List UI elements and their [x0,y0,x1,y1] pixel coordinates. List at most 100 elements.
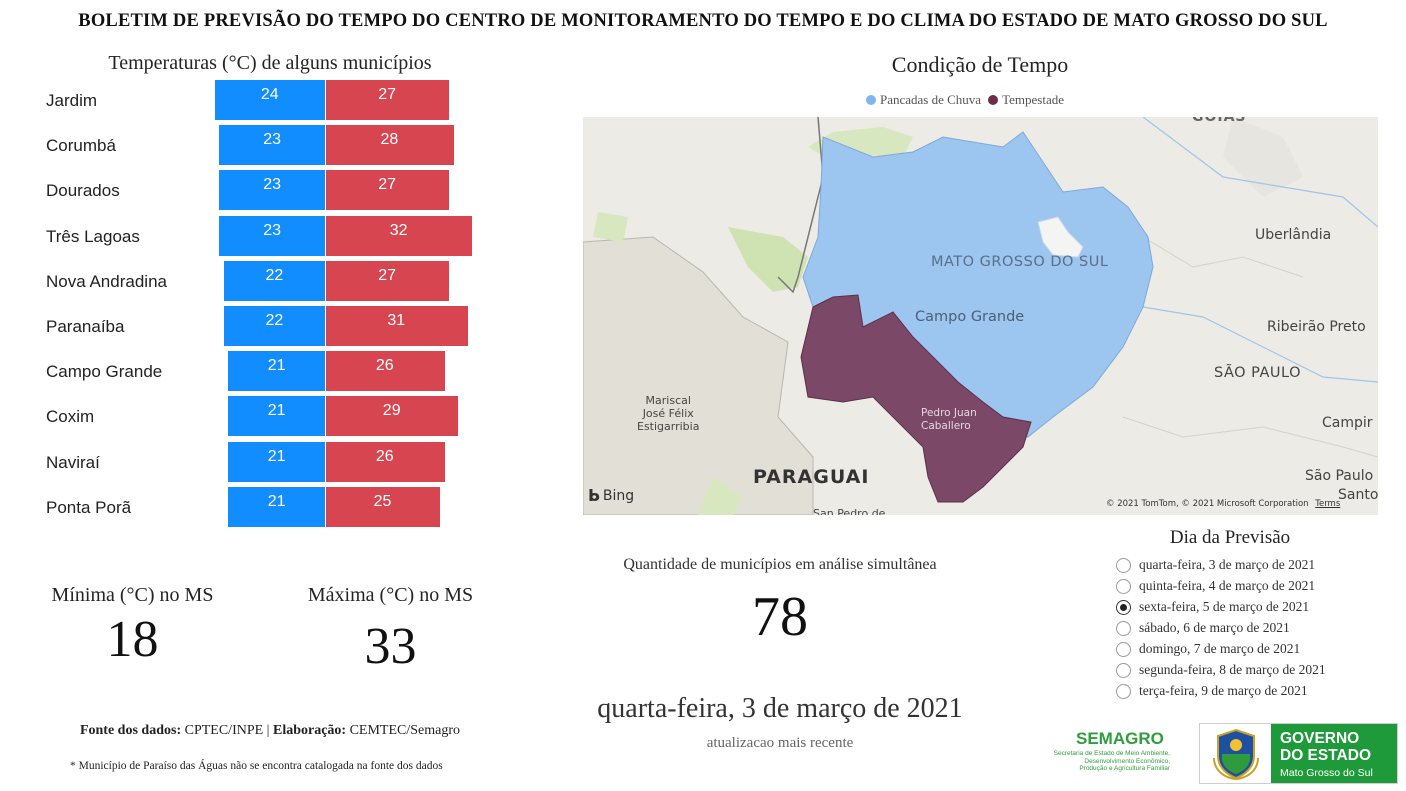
terms-link[interactable]: Terms [1315,499,1341,509]
elaboration-value: CEMTEC/Semagro [346,723,461,738]
radio-button[interactable] [1116,662,1131,678]
max-temp-bar[interactable]: 26 [325,441,445,482]
max-temp-bar[interactable]: 27 [325,260,450,301]
park-area-3 [593,212,628,242]
map-label-paraguai: PARAGUAI [753,466,870,488]
park-area-1 [728,227,808,292]
min-temp-bar[interactable]: 22 [223,260,325,301]
max-temp-bar[interactable]: 26 [325,351,445,392]
max-temp-label: 25 [373,492,392,510]
max-temp-label: 28 [380,131,399,149]
government-text-block: GOVERNO DO ESTADO Mato Grosso do Sul [1271,724,1397,783]
map-label-ms: MATO GROSSO DO SUL [931,254,1109,270]
forecast-day-option[interactable]: segunda-feira, 8 de março de 2021 [1116,662,1326,678]
min-temp-bar[interactable]: 23 [219,170,325,211]
border-line [777,117,824,294]
gov-line-1: GOVERNO [1280,730,1360,747]
legend-label-storm: Tempestade [1002,92,1064,107]
semagro-description-line: Secretaria de Estado de Meio Ambiente, [1053,750,1170,757]
update-label: atualizacao mais recente [706,735,854,751]
city-label: Dourados [46,181,120,201]
count-title: Quantidade de municípios em análise simu… [623,556,937,573]
max-temp-bar[interactable]: 29 [325,396,459,437]
forecast-day-label: terça-feira, 9 de março de 2021 [1139,683,1308,698]
map-legend: Pancadas de Chuva Tempestade [866,92,1064,108]
radio-button[interactable] [1116,578,1131,594]
forecast-day-option[interactable]: terça-feira, 9 de março de 2021 [1116,683,1308,699]
min-temp-label: 22 [265,312,284,329]
max-temp-label: 26 [375,447,394,465]
footnote: * Município de Paraíso das Águas não se … [70,760,443,772]
min-temp-title: Mínima (°C) no MS [51,584,214,606]
region-storm [800,294,1032,503]
semagro-logo: SEMAGRO Secretaria de Estado de Meio Amb… [1038,728,1178,778]
legend-dot-storm [988,95,999,105]
weather-map[interactable]: GOIÁS Uberlândia MATO GROSSO DO SUL Camp… [583,117,1378,515]
radio-button[interactable] [1116,557,1131,573]
map-label-goias: GOIÁS [1192,117,1247,125]
update-date: quarta-feira, 3 de março de 2021 [597,693,963,724]
min-temp-value: 18 [106,611,159,668]
forecast-day-label: domingo, 7 de março de 2021 [1139,641,1301,656]
max-temp-title: Máxima (°C) no MS [307,584,474,606]
gov-line-2: DO ESTADO [1280,747,1371,764]
semagro-name: SEMAGRO [1076,729,1164,748]
min-temp-bar[interactable]: 21 [228,351,325,392]
forecast-day-label: segunda-feira, 8 de março de 2021 [1139,662,1326,677]
max-temp-bar[interactable]: 27 [325,170,450,211]
max-temp-bar[interactable]: 28 [325,125,454,166]
min-temp-bar[interactable]: 21 [228,441,325,482]
min-temp-bar[interactable]: 21 [228,486,325,527]
semagro-description: Secretaria de Estado de Meio Ambiente, De… [1038,750,1170,773]
max-temp-bar[interactable]: 25 [325,486,440,527]
min-temp-label: 22 [265,266,284,284]
map-title: Condição de Tempo [891,52,1069,77]
city-label: Campo Grande [46,362,163,382]
city-label: Três Lagoas [46,226,140,246]
radio-button[interactable] [1116,641,1131,657]
legend-label-rain: Pancadas de Chuva [880,92,982,107]
radio-selected[interactable] [1116,599,1131,615]
city-label: Jardim [46,91,98,110]
min-temp-bar[interactable]: 23 [219,125,325,166]
radio-button[interactable] [1116,620,1131,636]
max-temp-bar[interactable]: 31 [325,306,468,346]
forecast-day-label: sábado, 6 de março de 2021 [1139,620,1290,635]
forecast-day-option[interactable]: quarta-feira, 3 de março de 2021 [1116,557,1315,573]
forecast-day-option[interactable]: sábado, 6 de março de 2021 [1116,620,1290,636]
min-temp-bar[interactable]: 24 [214,80,325,120]
min-temp-bar[interactable]: 23 [219,215,325,256]
map-label-ribeirao: Ribeirão Preto [1267,319,1366,335]
max-temp-bar[interactable]: 32 [325,215,473,256]
semagro-description-line: Desenvolvimento Econômico, [1084,757,1170,765]
map-label-san-pedro: San Pedro de [813,507,886,515]
elaboration-label: Elaboração: [272,723,347,738]
map-label-campinas: Campir [1322,415,1373,431]
bing-logo: ᖯ Bing [588,486,634,505]
min-temp-bar[interactable]: 21 [228,396,325,437]
max-temp-label: 27 [378,266,396,284]
map-label-sao-paulo-state: SÃO PAULO [1214,365,1301,381]
map-label-pedro-juan: Pedro Juan Caballero [921,407,977,432]
max-temp-bar[interactable]: 27 [325,80,450,120]
min-temp-bar[interactable]: 22 [223,306,325,346]
forecast-day-option[interactable]: quinta-feira, 4 de março de 2021 [1116,578,1315,594]
forecast-day-label: quinta-feira, 4 de março de 2021 [1139,578,1316,593]
forecast-day-label: quarta-feira, 3 de março de 2021 [1139,557,1316,572]
city-label: Ponta Porã [46,497,132,517]
bing-icon: ᖯ [588,486,600,505]
min-temp-label: 21 [267,492,286,510]
park-area-4 [698,477,743,515]
temperatures-title: Temperaturas (°C) de alguns municípios [108,52,432,74]
max-temp-label: 27 [378,176,396,194]
forecast-day-option[interactable]: sexta-feira, 5 de março de 2021 [1116,599,1309,615]
map-label-uberlandia: Uberlândia [1255,227,1332,243]
gov-line-3: Mato Grosso do Sul [1280,767,1373,779]
map-label-santos: Santo [1338,487,1378,503]
forecast-day-option[interactable]: domingo, 7 de março de 2021 [1116,641,1300,657]
min-temp-label: 24 [260,86,279,103]
radio-button[interactable] [1116,683,1131,699]
semagro-description-line: Produção e Agricultura Familiar [1079,765,1170,772]
data-source: Fonte dos dados: CPTEC/INPE | Elaboração… [60,723,480,739]
max-temp-label: 31 [387,312,406,329]
